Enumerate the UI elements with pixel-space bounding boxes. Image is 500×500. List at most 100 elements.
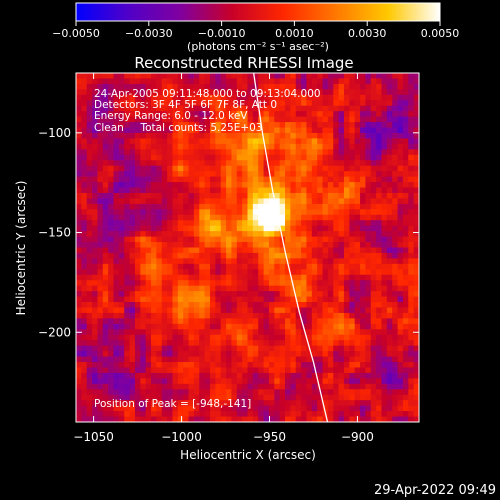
heatmap-cell — [92, 73, 99, 80]
heatmap-cell — [290, 372, 297, 379]
heatmap-cell — [343, 149, 350, 156]
heatmap-cell — [317, 78, 324, 85]
heatmap-cell — [285, 111, 291, 118]
heatmap-cell — [392, 192, 399, 200]
heatmap-cell — [204, 198, 211, 205]
heatmap-cell — [124, 318, 131, 325]
heatmap-cell — [349, 182, 356, 189]
heatmap-cell — [167, 242, 174, 249]
heatmap-cell — [413, 203, 419, 210]
heatmap-cell — [215, 367, 222, 374]
heatmap-cell — [402, 258, 409, 265]
heatmap-cell — [226, 318, 233, 325]
heatmap-cell — [381, 242, 388, 249]
heatmap-cell — [145, 154, 152, 161]
heatmap-cell — [145, 214, 152, 221]
heatmap-cell — [360, 400, 367, 407]
heatmap-cell — [204, 160, 211, 167]
heatmap-cell — [258, 94, 265, 101]
heatmap-cell — [397, 411, 404, 418]
heatmap-cell — [204, 116, 211, 123]
heatmap-cell — [370, 405, 377, 412]
heatmap-cell — [140, 416, 147, 422]
heatmap-cell — [215, 247, 222, 254]
heatmap-cell — [242, 280, 249, 287]
heatmap-cell — [167, 89, 174, 96]
heatmap-cell — [134, 400, 141, 407]
heatmap-cell — [354, 318, 361, 325]
heatmap-cell — [220, 252, 227, 260]
heatmap-cell — [226, 263, 233, 270]
heatmap-cell — [290, 122, 297, 129]
heatmap-cell — [102, 318, 109, 325]
heatmap-cell — [204, 225, 211, 232]
heatmap-cell — [204, 400, 211, 407]
heatmap-cell — [338, 296, 345, 303]
heatmap-cell — [285, 220, 291, 227]
heatmap-cell — [349, 383, 356, 390]
heatmap-cell — [408, 405, 415, 412]
heatmap-cell — [156, 111, 163, 118]
heatmap-cell — [145, 351, 152, 358]
heatmap-cell — [376, 127, 383, 134]
heatmap-cell — [333, 411, 340, 418]
heatmap-cell — [301, 351, 308, 358]
heatmap-cell — [311, 138, 318, 145]
heatmap-cell — [140, 367, 147, 374]
heatmap-cell — [102, 198, 109, 205]
heatmap-cell — [204, 372, 211, 379]
heatmap-cell — [151, 394, 157, 401]
heatmap-cell — [172, 302, 179, 309]
heatmap-cell — [408, 127, 415, 134]
heatmap-cell — [193, 83, 200, 90]
heatmap-cell — [285, 323, 291, 330]
heatmap-cell — [140, 105, 147, 112]
heatmap-cell — [252, 323, 259, 330]
heatmap-cell — [333, 307, 340, 314]
heatmap-cell — [86, 362, 93, 369]
heatmap-cell — [167, 302, 174, 309]
heatmap-cell — [86, 94, 93, 101]
heatmap-cell — [236, 340, 243, 347]
heatmap-cell — [354, 143, 361, 150]
heatmap-cell — [306, 307, 313, 314]
heatmap-cell — [263, 242, 270, 249]
heatmap-cell — [301, 176, 308, 183]
heatmap-cell — [349, 78, 356, 85]
heatmap-cell — [129, 154, 136, 161]
heatmap-cell — [381, 83, 388, 90]
heatmap-cell — [81, 280, 88, 287]
heatmap-cell — [215, 411, 222, 418]
heatmap-cell — [167, 351, 174, 358]
heatmap-cell — [306, 252, 313, 260]
heatmap-cell — [397, 100, 404, 107]
heatmap-cell — [204, 214, 211, 221]
heatmap-cell — [376, 416, 383, 422]
heatmap-cell — [279, 351, 286, 358]
heatmap-cell — [392, 149, 399, 156]
heatmap-cell — [86, 83, 93, 90]
heatmap-cell — [386, 143, 393, 150]
heatmap-cell — [102, 192, 109, 200]
heatmap-cell — [76, 176, 82, 183]
heatmap-cell — [134, 214, 141, 221]
heatmap-cell — [365, 372, 372, 379]
heatmap-cell — [161, 285, 168, 292]
heatmap-cell — [151, 203, 157, 210]
heatmap-cell — [92, 362, 99, 369]
heatmap-cell — [242, 252, 249, 260]
heatmap-cell — [311, 280, 318, 287]
heatmap-cell — [81, 116, 88, 123]
heatmap-cell — [295, 73, 302, 80]
heatmap-cell — [209, 203, 216, 210]
heatmap-cell — [183, 242, 190, 249]
heatmap-cell — [301, 400, 308, 407]
heatmap-cell — [274, 83, 281, 90]
heatmap-cell — [413, 149, 419, 156]
heatmap-cell — [177, 372, 184, 379]
heatmap-cell — [97, 252, 104, 260]
heatmap-cell — [402, 296, 409, 303]
heatmap-cell — [333, 312, 340, 319]
heatmap-cell — [81, 340, 88, 347]
heatmap-cell — [81, 351, 88, 358]
